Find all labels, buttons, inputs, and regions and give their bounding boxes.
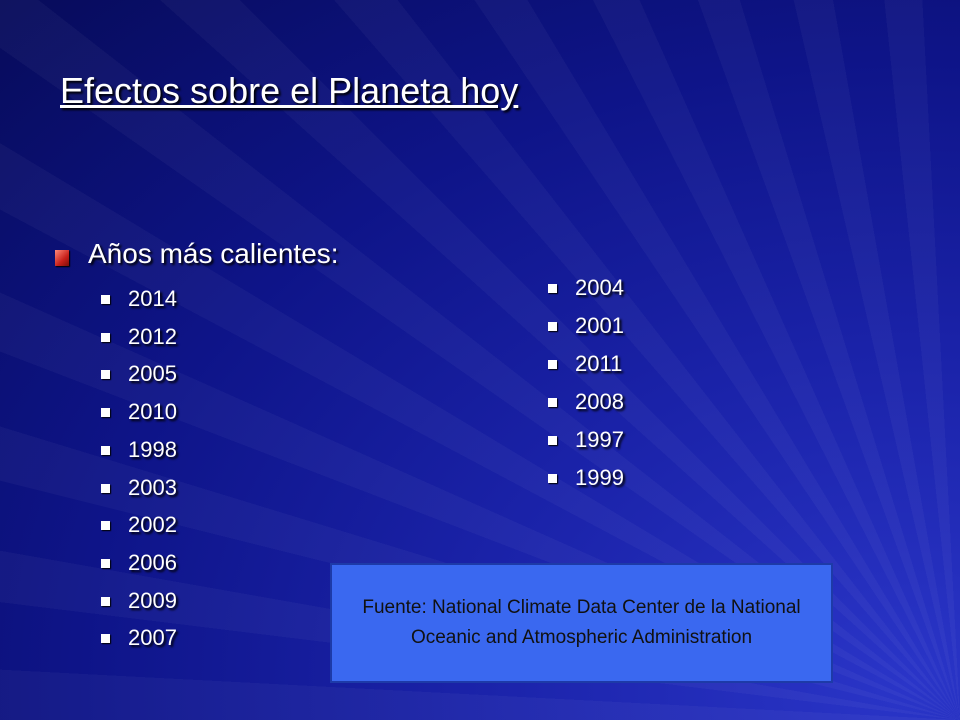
list-bullet: [101, 332, 110, 342]
list-item: 1998: [128, 436, 177, 462]
slide-title: Efectos sobre el Planeta hoy: [60, 70, 519, 111]
list-item: 2006: [128, 549, 177, 575]
list-item: 2002: [128, 512, 177, 538]
list-item: 2009: [128, 587, 177, 613]
list-bullet: [548, 474, 557, 483]
list-bullet: [101, 445, 110, 455]
list-bullet: [101, 558, 110, 568]
list-bullet: [101, 370, 110, 380]
list-bullet: [548, 360, 557, 369]
list-bullet: [548, 436, 557, 445]
list-item: 2004: [575, 275, 624, 300]
list-item: 2012: [128, 323, 177, 349]
list-item: 2008: [575, 389, 624, 414]
list-bullet: [101, 521, 110, 531]
list-bullet: [101, 408, 110, 418]
list-item: 1997: [575, 427, 624, 452]
list-bullet: [548, 284, 557, 293]
list-item: 2014: [128, 286, 177, 311]
list-bullet: [101, 295, 110, 304]
list-bullet: [548, 322, 557, 331]
list-bullet: [548, 398, 557, 407]
source-text: Fuente: National Climate Data Center de …: [362, 597, 801, 648]
source-box: Fuente: National Climate Data Center de …: [330, 563, 833, 683]
heading-bullet: [55, 250, 69, 266]
list-item: 1999: [575, 465, 624, 490]
heading: Años más calientes:: [88, 238, 339, 269]
list-item: 2011: [575, 351, 623, 376]
list-bullet: [101, 634, 110, 644]
list-item: 2010: [128, 399, 177, 425]
list-bullet: [101, 596, 110, 606]
list-item: 2001: [575, 313, 624, 338]
list-item: 2005: [128, 361, 177, 387]
list-bullet: [101, 483, 110, 493]
list-item: 2007: [128, 625, 177, 651]
list-item: 2003: [128, 474, 177, 500]
